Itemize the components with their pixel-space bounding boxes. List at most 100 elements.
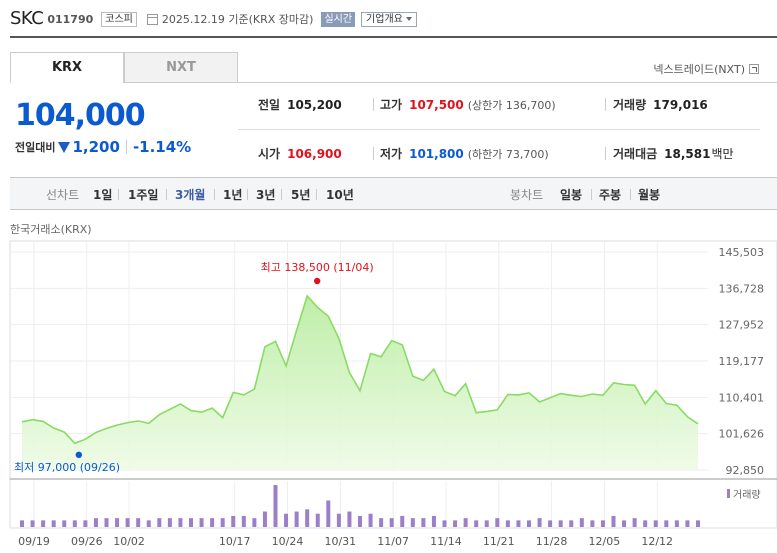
nextrade-link-label: 넥스트레이드(NXT) xyxy=(653,63,745,76)
volume-bar xyxy=(410,518,415,527)
volume-bar xyxy=(495,518,500,527)
line-chart-label: 선차트 xyxy=(46,188,80,202)
y-tick-label: 119,177 xyxy=(719,355,765,368)
volume-bar xyxy=(220,518,225,527)
volume-bar xyxy=(474,520,479,527)
x-tick-label: 12/05 xyxy=(589,535,621,548)
candle-daily[interactable]: 일봉 xyxy=(560,188,583,202)
stat-label: 저가 xyxy=(380,147,403,161)
volume-bar xyxy=(189,518,193,527)
stat-value: 106,900 xyxy=(287,147,342,161)
volume-bar xyxy=(167,518,172,527)
candle-weekly[interactable]: 주봉 xyxy=(599,188,622,202)
quote-date: 2025.12.19 기준(KRX 장마감) xyxy=(161,13,314,26)
volume-bar xyxy=(558,520,563,527)
volume-bar xyxy=(51,520,56,527)
y-tick-label: 92,850 xyxy=(726,464,765,477)
realtime-button[interactable]: 실시간 xyxy=(321,11,356,27)
period-10y[interactable]: 10년 xyxy=(326,188,354,202)
volume-bar xyxy=(389,518,394,527)
change-amount: 1,200 xyxy=(72,138,120,156)
volume-bar xyxy=(527,520,531,527)
volume-bar xyxy=(442,520,447,527)
stat-amount: 거래대금 18,581 백만 xyxy=(613,145,734,162)
volume-bar xyxy=(315,513,320,527)
header-divider xyxy=(10,36,777,38)
x-tick-label: 11/28 xyxy=(536,535,568,548)
company-overview-button[interactable]: 기업개요 xyxy=(361,11,417,27)
volume-bar xyxy=(431,515,436,527)
volume-bar xyxy=(685,520,690,527)
tab-krx[interactable]: KRX xyxy=(10,52,124,83)
volume-bar xyxy=(93,518,98,527)
volume-bar xyxy=(41,520,46,527)
stat-value: 101,800 xyxy=(409,147,464,161)
volume-bar xyxy=(136,518,141,527)
x-tick-label: 10/17 xyxy=(219,535,251,548)
x-tick-label: 12/12 xyxy=(641,535,673,548)
volume-bar xyxy=(611,515,616,527)
volume-bar xyxy=(674,520,679,527)
x-tick-label: 09/19 xyxy=(18,535,50,548)
volume-bar xyxy=(696,520,700,527)
volume-bar xyxy=(104,518,109,527)
low-marker xyxy=(75,451,83,459)
x-tick-label: 10/31 xyxy=(324,535,356,548)
volume-bar xyxy=(368,513,373,527)
x-tick-label: 09/26 xyxy=(71,535,103,548)
period-1d[interactable]: 1일 xyxy=(93,188,113,202)
period-divider xyxy=(316,189,317,200)
volume-bar xyxy=(146,520,151,527)
period-divider xyxy=(214,189,215,200)
period-3y[interactable]: 3년 xyxy=(256,188,276,202)
volume-bar xyxy=(600,520,605,527)
change-label: 전일대비 xyxy=(15,141,56,154)
calendar-icon xyxy=(146,13,158,25)
chevron-down-icon xyxy=(405,17,412,21)
price-area xyxy=(22,295,698,470)
tab-nxt[interactable]: NXT xyxy=(124,52,238,83)
stat-divider xyxy=(373,147,374,160)
stat-label: 고가 xyxy=(380,98,403,112)
lower-limit: (하한가 73,700) xyxy=(467,148,549,161)
stat-prev-close: 전일 105,200 xyxy=(258,96,342,113)
period-divider xyxy=(591,189,592,200)
stat-volume: 거래량 179,016 xyxy=(613,96,708,113)
volume-bar xyxy=(590,520,595,527)
price-change: 전일대비 1,200 -1.14% xyxy=(15,138,191,156)
nextrade-link[interactable]: 넥스트레이드(NXT) xyxy=(653,61,759,77)
volume-bar xyxy=(20,520,24,527)
period-5y[interactable]: 5년 xyxy=(291,188,311,202)
volume-bar xyxy=(30,520,35,527)
period-1w[interactable]: 1주일 xyxy=(128,188,159,202)
company-name: SKC xyxy=(10,7,44,29)
period-1y[interactable]: 1년 xyxy=(223,188,243,202)
volume-bar xyxy=(347,511,352,527)
volume-bar xyxy=(273,485,278,527)
candle-monthly[interactable]: 월봉 xyxy=(638,188,661,202)
stat-value: 179,016 xyxy=(653,98,708,112)
volume-bar xyxy=(463,518,468,527)
volume-bar xyxy=(199,518,204,527)
period-divider xyxy=(166,189,167,200)
volume-bar xyxy=(72,520,77,527)
exchange-source-label: 한국거래소(KRX) xyxy=(10,223,92,236)
external-link-icon xyxy=(749,64,759,74)
stat-label: 시가 xyxy=(258,147,281,161)
stat-value: 105,200 xyxy=(287,98,342,112)
stat-label: 거래대금 xyxy=(613,147,658,161)
period-divider xyxy=(281,189,282,200)
high-marker xyxy=(313,277,321,285)
change-divider xyxy=(125,140,127,154)
volume-bar xyxy=(241,515,246,527)
y-tick-label: 110,401 xyxy=(719,391,765,404)
volume-bar xyxy=(537,518,542,527)
volume-legend-label: 거래량 xyxy=(733,489,761,501)
stat-high: 고가 107,500 (상한가 136,700) xyxy=(380,96,556,113)
volume-bar xyxy=(484,520,489,527)
stat-open: 시가 106,900 xyxy=(258,145,342,162)
x-tick-label: 11/07 xyxy=(377,535,409,548)
period-3m[interactable]: 3개월 xyxy=(175,188,206,202)
price-line xyxy=(21,294,699,445)
stat-divider xyxy=(373,98,374,111)
